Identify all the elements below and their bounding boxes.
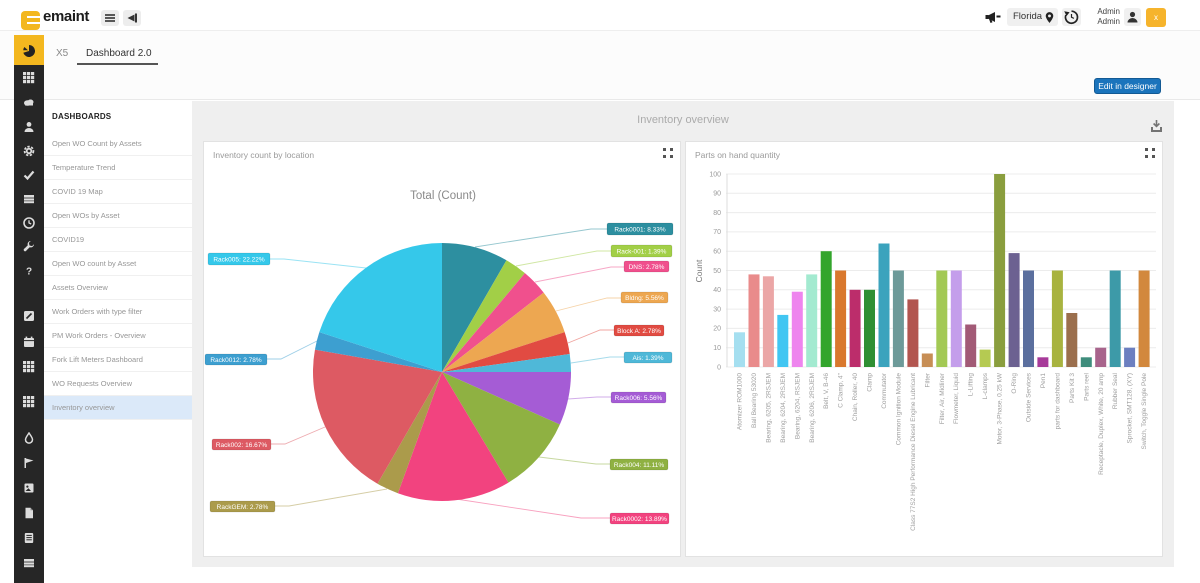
svg-text:Filter, Air, Midliner: Filter, Air, Midliner — [939, 372, 946, 424]
svg-text:Ais: 1.39%: Ais: 1.39% — [632, 355, 663, 362]
svg-text:Rack004: 11.11%: Rack004: 11.11% — [614, 462, 665, 469]
svg-text:Rack0012: 2.78%: Rack0012: 2.78% — [210, 357, 262, 364]
svg-text:Pen1: Pen1 — [1040, 373, 1047, 389]
svg-text:Rack002: 16.67%: Rack002: 16.67% — [216, 442, 268, 449]
svg-text:Common Ignition Module: Common Ignition Module — [895, 373, 902, 446]
svg-text:50: 50 — [713, 268, 721, 275]
svg-text:Chain, Roller, 40: Chain, Roller, 40 — [852, 373, 859, 421]
svg-text:Filter: Filter — [924, 372, 931, 387]
svg-text:Bearing, 6204, RSJEM: Bearing, 6204, RSJEM — [794, 373, 801, 439]
svg-text:Motor, 3-Phase, 0.25 kW: Motor, 3-Phase, 0.25 kW — [997, 372, 1004, 444]
svg-text:Parts Kit 3: Parts Kit 3 — [1069, 373, 1076, 403]
svg-text:Bearing, 6205, 2RSJEM: Bearing, 6205, 2RSJEM — [765, 373, 772, 443]
svg-text:90: 90 — [713, 191, 721, 198]
svg-text:40: 40 — [713, 287, 721, 294]
svg-text:Commutator: Commutator — [881, 372, 888, 409]
svg-text:Class 77S2 High Performance Di: Class 77S2 High Performance Diesel Engin… — [910, 373, 917, 531]
svg-text:100: 100 — [709, 171, 721, 178]
svg-text:Clamp: Clamp — [867, 373, 874, 392]
svg-text:10: 10 — [713, 345, 721, 352]
svg-text:0: 0 — [717, 364, 721, 371]
svg-text:L-Lifting: L-Lifting — [968, 373, 975, 397]
svg-text:Bldng: 5.56%: Bldng: 5.56% — [625, 295, 664, 302]
svg-text:RackGEM: 2.78%: RackGEM: 2.78% — [217, 504, 269, 511]
svg-text:Outside Services: Outside Services — [1026, 372, 1033, 422]
svg-text:Sprocket, SMT128, (XY): Sprocket, SMT128, (XY) — [1127, 373, 1134, 443]
svg-text:Rubber Seal: Rubber Seal — [1112, 372, 1119, 409]
svg-text:Rack005: 22.22%: Rack005: 22.22% — [213, 257, 265, 264]
svg-text:70: 70 — [713, 229, 721, 236]
svg-text:DNS: 2.78%: DNS: 2.78% — [629, 264, 665, 271]
svg-text:Switch, Toggle Single Pole: Switch, Toggle Single Pole — [1141, 373, 1148, 450]
svg-text:80: 80 — [713, 210, 721, 217]
svg-text:O-Ring: O-Ring — [1011, 373, 1018, 394]
svg-text:Rack-001: 1.39%: Rack-001: 1.39% — [617, 249, 667, 256]
svg-text:C Clamp, 4": C Clamp, 4" — [838, 372, 845, 408]
svg-text:Ball Bearing 53020: Ball Bearing 53020 — [751, 373, 758, 428]
svg-text:Bearing, 6206, 2RSJEM: Bearing, 6206, 2RSJEM — [809, 373, 816, 443]
svg-text:Atomizer ROM1000: Atomizer ROM1000 — [737, 373, 744, 430]
svg-text:30: 30 — [713, 306, 721, 313]
svg-text:parts for dashboard: parts for dashboard — [1054, 373, 1061, 430]
svg-text:?: ? — [26, 267, 32, 278]
svg-text:20: 20 — [713, 326, 721, 333]
svg-text:Block A: 2.78%: Block A: 2.78% — [617, 328, 661, 335]
svg-text:Belt, V, B-46: Belt, V, B-46 — [823, 373, 830, 409]
svg-text:Receptacle, Duplex, White, 20: Receptacle, Duplex, White, 20 amp — [1098, 373, 1105, 475]
svg-text:Flowmeter, Liquid: Flowmeter, Liquid — [953, 373, 960, 424]
svg-text:60: 60 — [713, 249, 721, 256]
svg-text:Rack0002: 13.89%: Rack0002: 13.89% — [612, 516, 667, 523]
svg-text:Rack006: 5.56%: Rack006: 5.56% — [615, 395, 663, 402]
svg-text:Count: Count — [694, 259, 704, 282]
svg-text:L-clamps: L-clamps — [982, 372, 989, 399]
svg-text:Rack0001: 8.33%: Rack0001: 8.33% — [614, 227, 666, 234]
svg-text:Bearing, 6204, 2RSJEM: Bearing, 6204, 2RSJEM — [780, 373, 787, 443]
svg-text:Parts reel: Parts reel — [1083, 372, 1090, 400]
